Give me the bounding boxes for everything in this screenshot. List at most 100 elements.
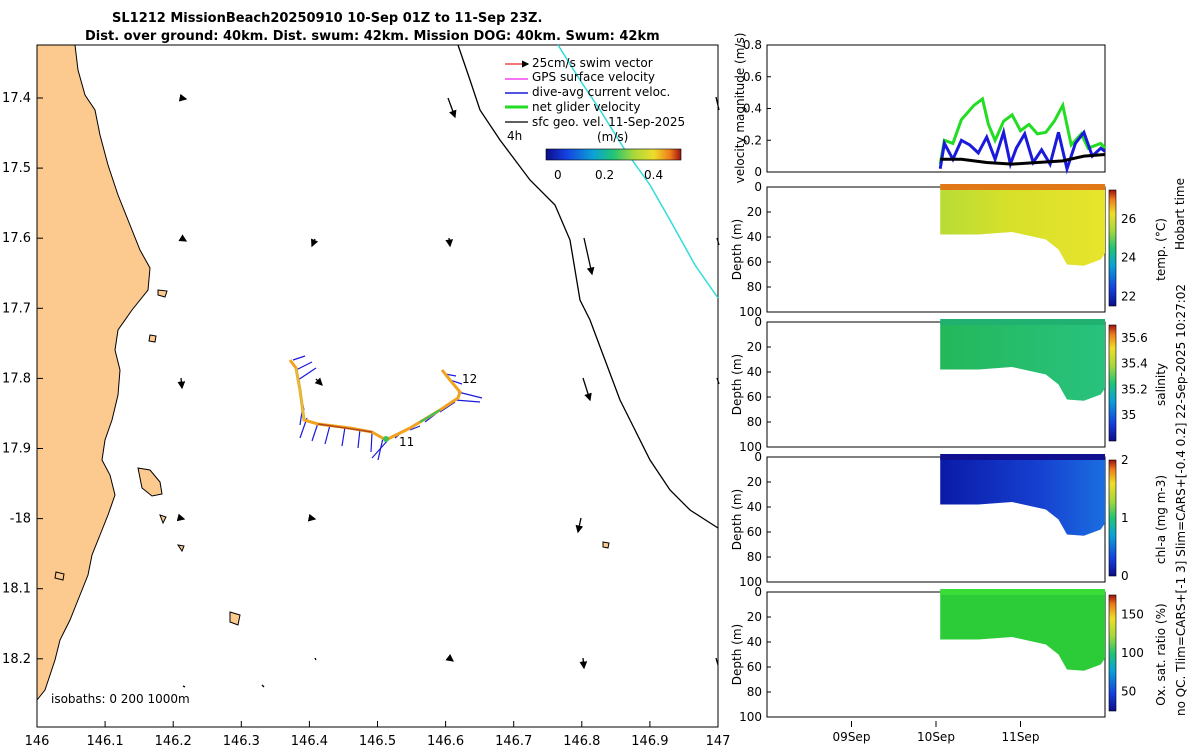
track-label-11: 11 [399,435,414,449]
coastline-land [36,44,151,702]
title-line-2: Dist. over ground: 40km. Dist. swum: 42k… [85,29,660,44]
time-tick-label: 11Sep [1002,730,1040,744]
depth-y-tick-label: 60 [747,255,762,269]
surface-band [940,319,1105,325]
track-label-12: 12 [462,372,477,386]
island [148,334,157,343]
isobath-1000 [557,44,719,299]
colorbar-tick-label: 35.6 [1121,331,1148,345]
profile-data-region [940,592,1105,671]
sfc-geo-arrows [176,93,720,688]
isobath-200 [457,44,719,529]
colorbar-label: Ox. sat. ratio (%) [1154,603,1168,705]
depth-y-tick-label: 80 [747,685,762,699]
legend-geo: sfc geo. vel. 11-Sep-2025 [532,115,685,129]
legend-dive: dive-avg current veloc. [532,85,670,99]
depth-y-tick-label: 60 [747,660,762,674]
surface-band [940,184,1105,190]
velocity-y-tick-label: 0 [754,165,762,179]
island [54,571,65,581]
depth-y-tick-label: 20 [747,205,762,219]
colorbar-tick: 0 [554,168,562,182]
depth-y-tick-label: 100 [739,575,762,589]
colorbar-tick-label: 24 [1121,251,1136,265]
colorbar-tick-label: 35 [1121,408,1136,422]
velocity-y-tick-label: 0.8 [743,38,762,52]
map-x-tick-label: 146.2 [155,734,192,749]
map-x-tick-label: 146.6 [427,734,464,749]
velocity-panel: 0 0.2 0.4 0.6 0.8 velocity magnitude (m/s) [733,33,1107,184]
map-y-tick-label: 18.1 [2,582,31,597]
velocity-series [938,96,1107,175]
map-y-tick-label: 17.7 [2,301,31,316]
depth-panel: 0 20 40 60 80 100 Depth (m) 50 100 150 Ox. sat. ra… [730,585,1168,724]
colorbar-tick-label: 50 [1121,685,1136,699]
map-y-tick-label: 17.6 [2,231,31,246]
map-x-tick-label: 146 [25,734,50,749]
depth-colorbar [1108,324,1117,442]
map-y-tick-label: 18.2 [2,652,31,667]
map-x-tick-label: 146.7 [495,734,532,749]
colorbar-label: temp. (°C) [1154,218,1168,281]
depth-y-tick-label: 0 [754,180,762,194]
depth-panel: 0 20 40 60 80 100 Depth (m) 22 24 26 temp. (°C) [730,180,1168,319]
legend-gps: GPS surface velocity [532,70,655,84]
map-y-tick-label: 17.8 [2,371,31,386]
map-x-tick-label: 146.5 [359,734,396,749]
map-x-axis: 146 146.1 146.2 146.3 146.4 146.5 146.6 146.7 14… [25,721,730,749]
profile-data-region [940,322,1105,401]
depth-y-tick-label: 20 [747,475,762,489]
surface-band [940,589,1105,595]
map-x-tick-label: 146.3 [223,734,260,749]
map-frame [36,44,719,728]
depth-panel: 0 20 40 60 80 100 Depth (m) 35 35.2 35.4 35.6 salin… [730,315,1168,454]
map-y-axis: 17.4 17.5 17.6 17.7 17.8 17.9 -18 18.1 18.2 [2,91,43,667]
legend-net: net glider velocity [532,100,640,114]
map-y-tick-label: 17.4 [2,91,31,106]
legend-interval: 4h [507,129,522,143]
colorbar-tick-label: 26 [1121,212,1136,226]
colorbar-tick: 0.2 [595,168,614,182]
depth-y-tick-label: 100 [739,710,762,724]
depth-y-tick-label: 20 [747,340,762,354]
map-y-tick-label: -18 [10,512,31,527]
depth-y-tick-label: 60 [747,525,762,539]
title-line-1: SL1212 MissionBeach20250910 10-Sep 01Z t… [112,11,542,26]
depth-ylabel: Depth (m) [730,219,744,280]
island [137,467,163,497]
velocity-series-line [938,126,1106,175]
map-y-tick-label: 17.9 [2,442,31,457]
map-x-tick-label: 146.8 [563,734,600,749]
velocity-frame [766,44,1106,173]
depth-y-tick-label: 0 [754,585,762,599]
colorbar-label: salinity [1154,363,1168,406]
velocity-series-line [940,153,1106,166]
map-x-tick-label: 146.1 [86,734,123,749]
colorbar-tick-label: 22 [1121,289,1136,303]
colorbar-tick-label: 35.2 [1121,382,1148,396]
depth-y-tick-label: 40 [747,365,762,379]
legend-swim: 25cm/s swim vector [532,56,653,70]
island [157,289,168,298]
depth-y-tick-label: 100 [739,440,762,454]
depth-y-tick-label: 60 [747,390,762,404]
glider-track: 11 12 [288,355,483,461]
depth-y-tick-label: 0 [754,450,762,464]
time-axis: 09Sep 10Sep 11Sep [833,721,1040,744]
colorbar-tick-label: 100 [1121,646,1144,660]
island [602,541,610,549]
depth-y-tick-label: 80 [747,280,762,294]
island [159,514,167,525]
map-x-tick-label: 146.9 [631,734,668,749]
island [176,544,185,553]
colorbar-tick-label: 2 [1121,453,1129,467]
track-marker [383,436,389,442]
velocity-ylabel: velocity magnitude (m/s) [733,33,747,184]
velocity-y-tick-label: 0.2 [743,133,762,147]
depth-y-tick-label: 80 [747,550,762,564]
right-text-hobart: Hobart time [1173,178,1187,250]
colorbar-tick-label: 35.4 [1121,357,1148,371]
colorbar-label: chl-a (mg m-3) [1154,475,1168,564]
depth-y-tick-label: 40 [747,230,762,244]
depth-ylabel: Depth (m) [730,624,744,685]
